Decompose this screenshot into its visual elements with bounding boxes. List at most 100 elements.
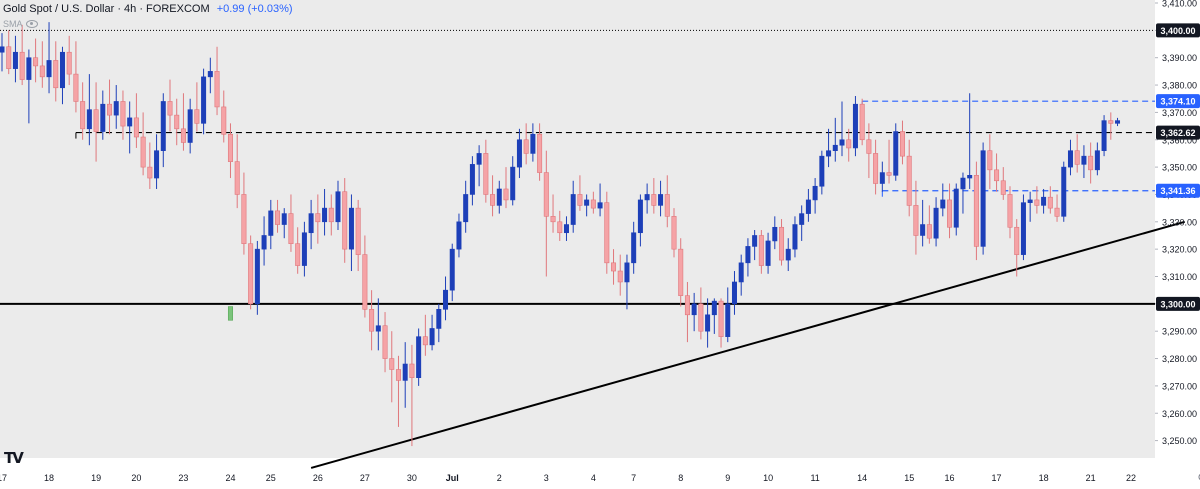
x-tick-label: Jul (446, 473, 459, 483)
candle-up (1081, 155, 1087, 165)
candle-down (120, 101, 126, 127)
candle-down (19, 51, 25, 80)
candle-up (705, 314, 711, 332)
indicator-legend[interactable]: SMA (3, 19, 38, 29)
candle-down (107, 103, 113, 116)
candle-up (624, 262, 630, 283)
candle-down (873, 153, 879, 184)
candle-up (597, 202, 603, 209)
candle-down (133, 117, 139, 138)
candle-up (920, 224, 926, 236)
price-axis-background (1155, 0, 1200, 484)
x-tick-label: 19 (91, 473, 101, 483)
x-tick-label: 21 (1086, 473, 1096, 483)
candle-up (1061, 166, 1067, 217)
candle-up (1101, 120, 1107, 151)
candle-up (819, 155, 825, 187)
candle-up (160, 101, 166, 151)
candle-up (980, 150, 986, 247)
candle-down (678, 248, 684, 296)
x-tick-label: 24 (225, 473, 235, 483)
y-tick-label: 3,360.00 (1162, 135, 1197, 145)
candle-up (46, 60, 52, 78)
tradingview-logo[interactable]: TV (4, 449, 24, 467)
candle-down (194, 109, 200, 124)
candle-up (530, 133, 536, 154)
candle-down (490, 194, 496, 206)
candle-up (826, 150, 832, 157)
candle-up (563, 224, 569, 234)
candle-up (765, 240, 771, 266)
candle-up (261, 235, 267, 250)
candle-up (201, 76, 207, 124)
candle-down (604, 202, 610, 264)
candle-up (879, 172, 885, 184)
candle-up (416, 336, 422, 378)
x-tick-label: 20 (131, 473, 141, 483)
candle-down (973, 175, 979, 247)
candle-down (275, 210, 281, 225)
candle-down (221, 106, 227, 135)
candle-down (140, 136, 146, 168)
candle-down (550, 216, 556, 223)
candle-up (1027, 199, 1033, 203)
candle-up (59, 51, 65, 89)
candle-down (66, 51, 72, 75)
candle-down (1108, 120, 1114, 124)
eye-icon[interactable] (25, 20, 38, 28)
candle-down (53, 60, 59, 89)
y-tick-label: 3,310.00 (1162, 272, 1197, 282)
candle-up (456, 221, 462, 250)
candle-up (785, 248, 791, 261)
price-badge (1156, 125, 1200, 140)
candle-down (248, 243, 254, 305)
candle-up (658, 194, 664, 206)
candle-down (174, 114, 180, 130)
y-tick-label: 3,380.00 (1162, 81, 1197, 91)
candle-down (33, 57, 39, 67)
candle-up (631, 232, 637, 264)
candle-up (691, 303, 697, 316)
candle-down (315, 213, 321, 223)
candle-up (268, 210, 274, 236)
candle-up (805, 199, 811, 214)
chart-header: Gold Spot / U.S. Dollar · 4h · FOREXCOM … (3, 3, 293, 15)
candle-up (1041, 196, 1047, 206)
candle-up (1020, 202, 1026, 255)
candle-down (617, 270, 623, 283)
candle-down (590, 199, 596, 209)
candle-down (557, 221, 563, 234)
candle-up (799, 213, 805, 225)
candle-up (812, 185, 818, 201)
candle-down (758, 235, 764, 266)
candle-up (476, 153, 482, 165)
y-tick-label: 3,320.00 (1162, 245, 1197, 255)
settings-icon[interactable] (1198, 473, 1200, 481)
candle-down (39, 65, 45, 78)
candle-up (584, 199, 590, 206)
candle-up (86, 109, 92, 130)
candle-up (933, 207, 939, 239)
price-badge (1156, 23, 1200, 38)
symbol-title: Gold Spot / U.S. Dollar · 4h · FOREXCOM (3, 3, 210, 15)
candle-up (154, 150, 160, 179)
candle-up (711, 300, 717, 316)
candle-up (792, 224, 798, 250)
x-tick-label: 9 (725, 473, 730, 483)
candle-down (328, 207, 334, 223)
candle-down (537, 133, 543, 173)
candle-up (1115, 120, 1121, 124)
candle-up (967, 175, 973, 179)
candle-down (1054, 207, 1060, 217)
candle-up (469, 164, 475, 195)
price-badge (1156, 94, 1200, 109)
candle-down (859, 103, 865, 141)
x-tick-label: 15 (904, 473, 914, 483)
candle-up (449, 248, 455, 291)
time-axis-background (0, 458, 1155, 484)
x-tick-label: 8 (678, 473, 683, 483)
x-tick-label: 30 (407, 473, 417, 483)
candle-down (577, 194, 583, 206)
